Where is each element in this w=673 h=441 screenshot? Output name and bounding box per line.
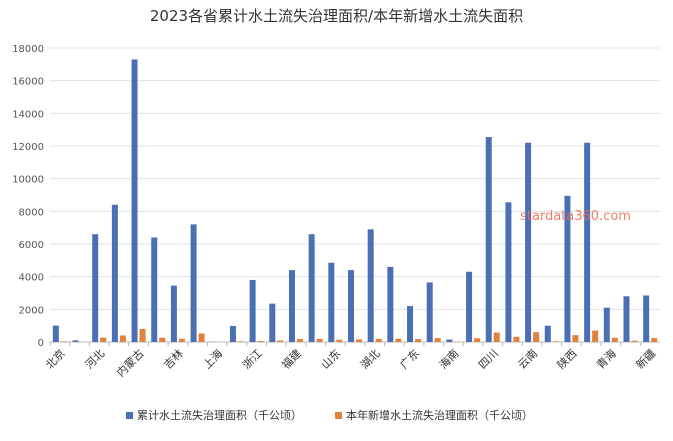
bar-cumulative xyxy=(525,142,532,342)
bar-cumulative xyxy=(367,229,374,342)
bar-cumulative xyxy=(603,307,610,342)
bar-new xyxy=(611,337,618,342)
bar-cumulative xyxy=(288,270,295,342)
y-tick-label: 18000 xyxy=(12,44,44,55)
y-tick-label: 10000 xyxy=(12,175,44,186)
y-tick-label: 0 xyxy=(38,338,44,349)
bar-cumulative xyxy=(190,224,197,342)
bar-cumulative xyxy=(249,279,256,342)
bar-cumulative xyxy=(328,262,335,342)
x-tick-label: 北京 xyxy=(43,346,68,371)
bar-cumulative xyxy=(111,204,118,342)
bar-new xyxy=(552,341,559,342)
bar-cumulative xyxy=(348,270,354,342)
bar-new xyxy=(474,338,481,342)
bar-cumulative xyxy=(623,296,630,342)
y-tick-label: 6000 xyxy=(19,240,44,251)
bar-cumulative xyxy=(564,195,571,342)
bar-new xyxy=(198,333,205,342)
bar-new xyxy=(296,339,303,342)
bar-new xyxy=(257,341,264,342)
bar-cumulative xyxy=(387,266,394,342)
y-tick-label: 4000 xyxy=(19,273,44,284)
bar-new xyxy=(178,338,185,342)
x-tick-label: 河北 xyxy=(83,347,108,372)
bar-new xyxy=(533,332,540,342)
bar-new xyxy=(572,335,579,342)
y-tick-label: 14000 xyxy=(12,109,44,120)
bar-new xyxy=(237,341,244,342)
bar-cumulative xyxy=(505,202,512,342)
bar-new xyxy=(100,337,107,342)
x-tick-label: 山东 xyxy=(319,347,344,372)
bar-cumulative xyxy=(92,234,99,342)
bar-new xyxy=(356,339,362,342)
legend-label: 本年新增水土流失治理面积（千公顷） xyxy=(346,408,533,422)
legend-swatch xyxy=(126,412,133,419)
y-tick-label: 2000 xyxy=(19,305,44,316)
bar-cumulative xyxy=(643,295,650,342)
bar-cumulative xyxy=(269,303,276,342)
bar-cumulative xyxy=(229,325,236,342)
bar-cumulative xyxy=(407,306,414,342)
bar-cumulative xyxy=(485,137,492,342)
bar-new xyxy=(119,335,126,342)
x-tick-label: 浙江 xyxy=(240,347,265,372)
legend-swatch xyxy=(335,412,342,419)
bar-new xyxy=(513,336,520,342)
x-tick-label: 海南 xyxy=(436,346,461,371)
bar-new xyxy=(316,338,323,342)
x-tick-label: 福建 xyxy=(279,346,304,371)
x-tick-label: 新疆 xyxy=(633,346,658,371)
bar-new xyxy=(139,328,146,342)
x-tick-label: 陕西 xyxy=(554,346,579,371)
x-tick-label: 湖北 xyxy=(358,347,383,372)
bar-new xyxy=(415,339,422,342)
bar-cumulative xyxy=(170,285,177,342)
bar-new xyxy=(159,337,166,342)
x-tick-label: 内蒙古 xyxy=(113,346,146,379)
bar-new xyxy=(434,338,441,342)
x-tick-label: 云南 xyxy=(515,347,540,372)
bar-new xyxy=(651,338,658,342)
bar-new xyxy=(336,339,343,342)
x-tick-label: 青海 xyxy=(593,346,618,371)
bar-cumulative xyxy=(544,325,551,342)
bar-cumulative xyxy=(308,234,315,342)
bar-cumulative xyxy=(131,59,138,342)
bar-cumulative xyxy=(584,142,591,342)
x-tick-label: 吉林 xyxy=(161,346,186,371)
y-tick-label: 8000 xyxy=(19,207,44,218)
watermark-text: stardata360.com xyxy=(520,209,631,224)
bar-new xyxy=(60,341,67,342)
y-tick-label: 12000 xyxy=(12,142,44,153)
x-tick-label: 广东 xyxy=(397,347,422,372)
bar-cumulative xyxy=(426,282,433,342)
x-tick-label: 上海 xyxy=(200,346,225,371)
bar-cumulative xyxy=(52,325,59,342)
bar-cumulative xyxy=(72,340,79,342)
bar-new xyxy=(395,338,402,342)
bar-new xyxy=(592,330,599,342)
bar-new xyxy=(375,338,382,342)
x-tick-label: 四川 xyxy=(476,347,501,372)
legend-label: 累计水土流失治理面积（千公顷） xyxy=(137,408,302,422)
y-tick-label: 16000 xyxy=(12,77,44,88)
bar-new xyxy=(493,332,500,342)
bar-cumulative xyxy=(466,271,473,342)
bar-cumulative xyxy=(446,339,453,342)
bar-cumulative xyxy=(151,237,158,342)
bar-new xyxy=(631,340,638,342)
chart-title: 2023各省累计水土流失治理面积/本年新增水土流失面积 xyxy=(149,7,524,25)
bar-new xyxy=(277,340,284,342)
